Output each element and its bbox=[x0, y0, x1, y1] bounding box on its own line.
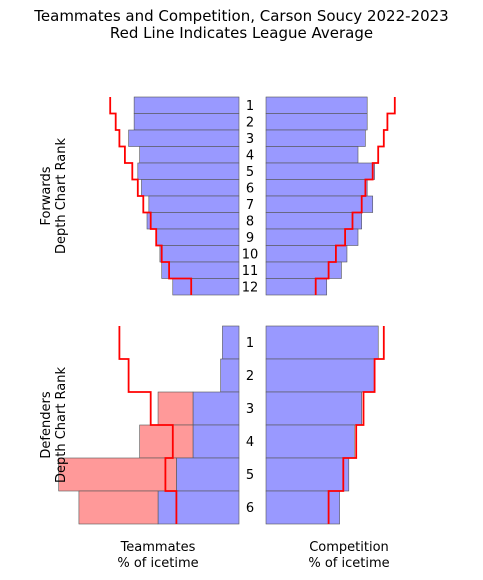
teammates-league-average-line bbox=[109, 97, 193, 295]
panel-ylabel-line1: Defenders bbox=[39, 391, 54, 458]
teammate-bar-highlight bbox=[58, 457, 177, 492]
rank-label: 9 bbox=[246, 231, 254, 246]
rank-label: 1 bbox=[246, 99, 254, 114]
teammate-bar bbox=[222, 325, 240, 360]
teammate-bar bbox=[141, 179, 240, 197]
competition-bar bbox=[265, 261, 342, 279]
rank-label: 5 bbox=[246, 468, 254, 483]
rank-label: 6 bbox=[246, 501, 254, 516]
rank-label: 4 bbox=[246, 435, 254, 450]
teammate-bar bbox=[146, 212, 240, 230]
rank-label: 2 bbox=[246, 369, 254, 384]
competition-bar bbox=[265, 162, 375, 180]
competition-bar bbox=[265, 490, 340, 525]
competition-bar bbox=[265, 96, 368, 114]
rank-label: 11 bbox=[242, 264, 259, 279]
teammate-bar-highlight bbox=[78, 490, 159, 525]
competition-bar bbox=[265, 358, 375, 393]
panel-ylabel-line1: Forwards bbox=[39, 166, 54, 225]
competition-bar bbox=[265, 325, 379, 360]
rank-label: 3 bbox=[246, 402, 254, 417]
teammates-xlabel-line2: % of icetime bbox=[117, 556, 198, 571]
teammate-bar bbox=[148, 195, 240, 213]
competition-bar bbox=[265, 195, 374, 213]
rank-label: 3 bbox=[246, 132, 254, 147]
rank-label: 10 bbox=[242, 247, 259, 262]
teammates-league-average-line bbox=[118, 326, 178, 524]
rank-label: 5 bbox=[246, 165, 254, 180]
teammate-bar bbox=[137, 162, 240, 180]
teammate-bar bbox=[220, 358, 240, 393]
teammate-bar bbox=[155, 228, 240, 246]
teammate-bar bbox=[192, 391, 240, 426]
competition-bar bbox=[265, 179, 368, 197]
competition-bar bbox=[265, 129, 366, 147]
chart-subtitle: Red Line Indicates League Average bbox=[109, 24, 374, 42]
teammate-bar bbox=[192, 424, 240, 459]
teammate-bar bbox=[159, 245, 240, 263]
competition-bar bbox=[265, 146, 359, 164]
teammate-bar bbox=[157, 490, 240, 525]
competition-bar bbox=[265, 113, 368, 131]
teammate-bar bbox=[176, 457, 240, 492]
teammate-bar-highlight bbox=[157, 391, 194, 426]
competition-bar bbox=[265, 457, 350, 492]
competition-bar bbox=[265, 245, 348, 263]
rank-label: 4 bbox=[246, 148, 254, 163]
teammate-bar bbox=[161, 261, 240, 279]
teammate-bar-highlight bbox=[139, 424, 194, 459]
rank-label: 6 bbox=[246, 181, 254, 196]
chart-title: Teammates and Competition, Carson Soucy … bbox=[34, 7, 449, 25]
teammate-bar bbox=[128, 129, 240, 147]
competition-league-average-line bbox=[314, 97, 396, 295]
competition-bar bbox=[265, 424, 355, 459]
teammate-bar bbox=[172, 278, 240, 296]
teammate-bar bbox=[133, 113, 240, 131]
teammates-xlabel-line1: Teammates bbox=[120, 540, 196, 555]
rank-label: 2 bbox=[246, 115, 254, 130]
rank-label: 7 bbox=[246, 198, 254, 213]
competition-league-average-line bbox=[327, 326, 385, 524]
competition-bar bbox=[265, 391, 362, 426]
rank-label: 12 bbox=[242, 280, 259, 295]
panel-ylabel-line2: Depth Chart Rank bbox=[54, 367, 69, 484]
panel-ylabel-line2: Depth Chart Rank bbox=[54, 138, 69, 255]
competition-xlabel-line2: % of icetime bbox=[308, 556, 389, 571]
teammate-bar bbox=[139, 146, 240, 164]
competition-xlabel-line1: Competition bbox=[309, 540, 389, 555]
rank-label: 1 bbox=[246, 336, 254, 351]
rank-label: 8 bbox=[246, 214, 254, 229]
competition-bar bbox=[265, 278, 328, 296]
teammate-bar bbox=[133, 96, 240, 114]
competition-bar bbox=[265, 212, 362, 230]
